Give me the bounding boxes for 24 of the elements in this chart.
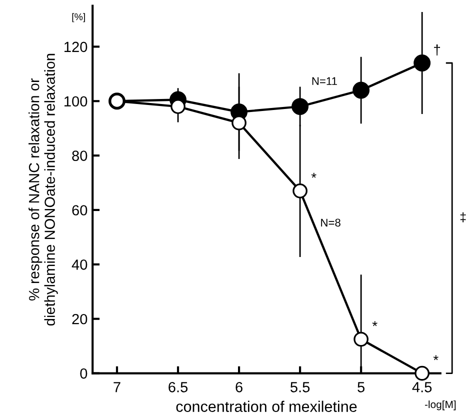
x-tick-label: 6 bbox=[236, 382, 242, 392]
annotation: * bbox=[372, 321, 378, 326]
y-tick-label: 0 bbox=[80, 368, 88, 379]
annotation: N=8 bbox=[321, 218, 340, 227]
x-tick-label: 6.5 bbox=[168, 382, 188, 392]
y-tick-label: 20 bbox=[72, 314, 88, 324]
annotation: * bbox=[433, 355, 438, 360]
text: -log[M] bbox=[424, 400, 456, 410]
annotation: N=11 bbox=[312, 77, 337, 85]
x-tick-label: 5.5 bbox=[290, 382, 310, 392]
y-tick-label: 80 bbox=[72, 150, 88, 161]
y-axis-title: % response of NANC relaxation or diethylamine NONOate-induced relaxation bbox=[28, 54, 58, 326]
y-tick-label: 120 bbox=[64, 42, 88, 52]
x-tick-label: 7 bbox=[114, 382, 120, 392]
x-axis-title: concentration of mexiletine bbox=[176, 400, 357, 412]
y-tick-label: 40 bbox=[72, 260, 88, 270]
annotation: † bbox=[434, 44, 440, 56]
y-tick-label: 60 bbox=[72, 205, 88, 216]
annotation: * bbox=[311, 172, 316, 178]
x-tick-label: 4.5 bbox=[412, 382, 432, 392]
text: [%] bbox=[72, 13, 85, 22]
x-tick-label: 5 bbox=[358, 382, 365, 392]
text: ‡ bbox=[460, 212, 466, 222]
y-tick-label: 100 bbox=[64, 96, 88, 107]
